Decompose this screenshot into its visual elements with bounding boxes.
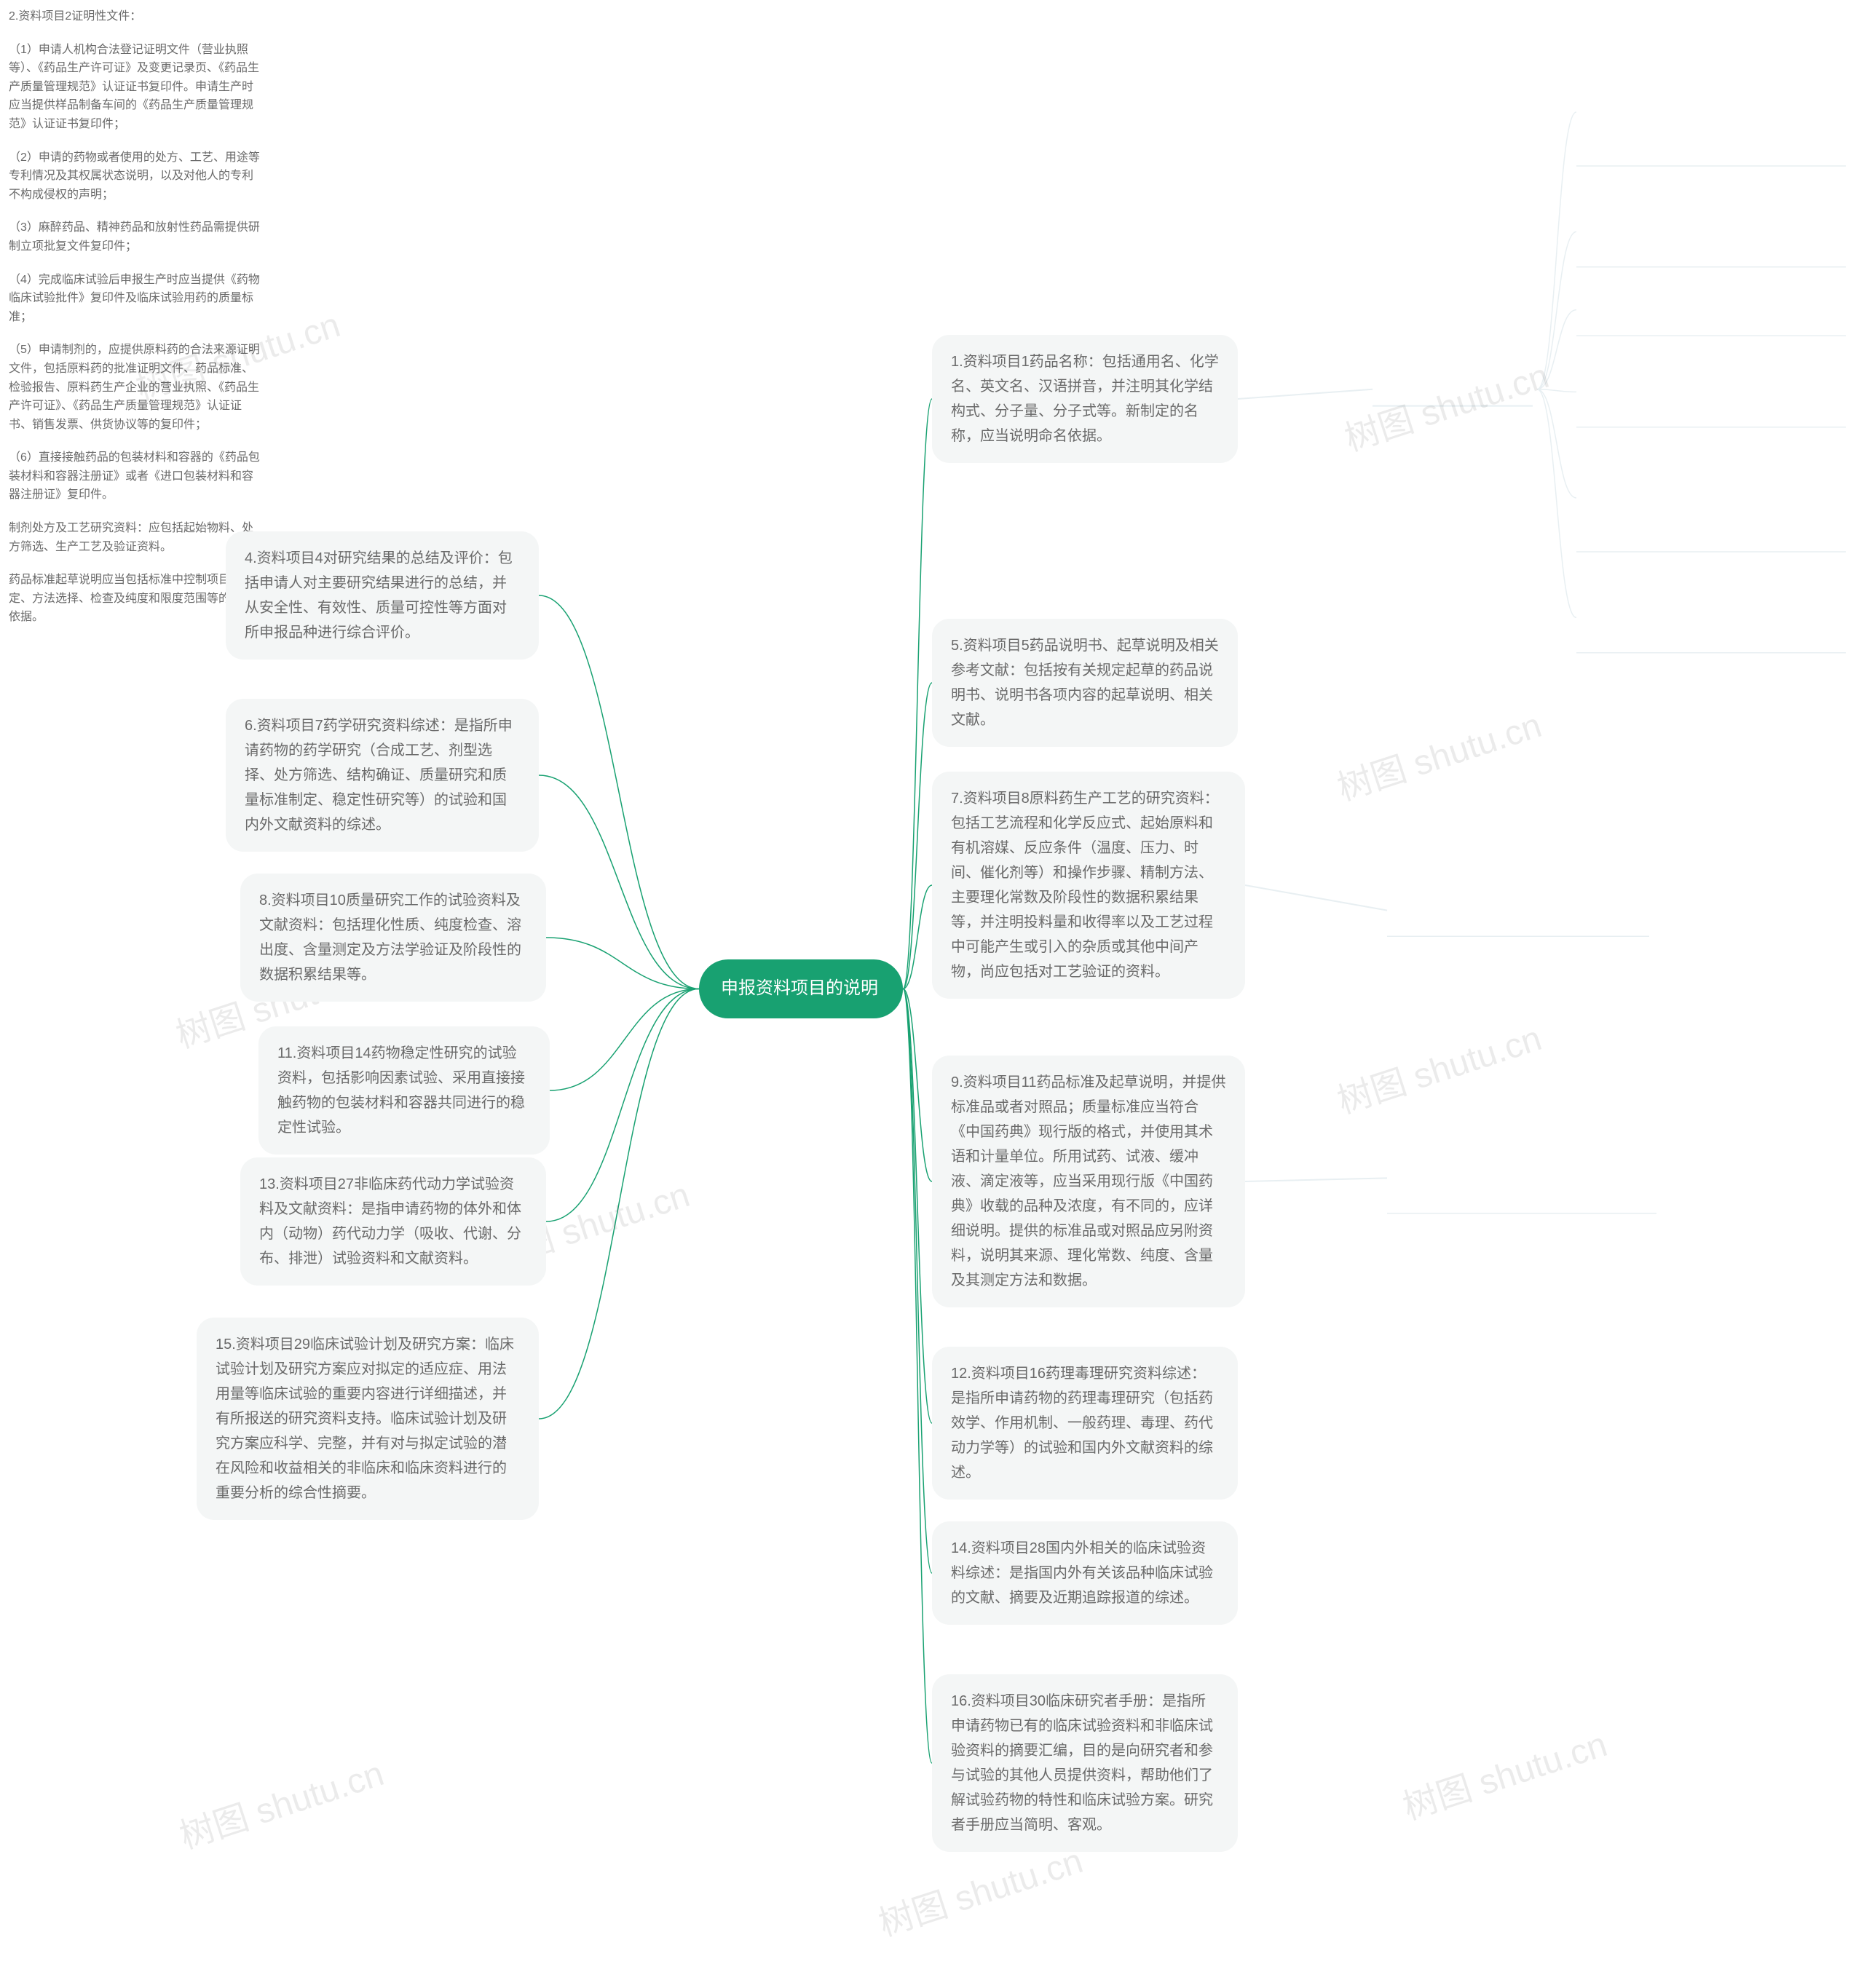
mindmap-node: 15.资料项目29临床试验计划及研究方案：临床试验计划及研究方案应对拟定的适应症… bbox=[197, 1318, 539, 1520]
sub-node-item: 制剂处方及工艺研究资料：应包括起始物料、处方筛选、生产工艺及验证资料。 bbox=[0, 512, 262, 563]
mindmap-node: 13.资料项目27非临床药代动力学试验资料及文献资料：是指申请药物的体外和体内（… bbox=[240, 1157, 546, 1286]
mindmap-node: 16.资料项目30临床研究者手册：是指所申请药物已有的临床试验资料和非临床试验资… bbox=[932, 1674, 1238, 1852]
watermark: 树图 shutu.cn bbox=[1395, 1716, 1612, 1829]
mindmap-node: 9.资料项目11药品标准及起草说明，并提供标准品或者对照品；质量标准应当符合《中… bbox=[932, 1056, 1245, 1307]
watermark: 树图 shutu.cn bbox=[1330, 1010, 1547, 1123]
mindmap-node: 8.资料项目10质量研究工作的试验资料及文献资料：包括理化性质、纯度检查、溶出度… bbox=[240, 874, 546, 1002]
sub-node-label: 2.资料项目2证明性文件： bbox=[0, 0, 160, 33]
mindmap-node: 12.资料项目16药理毒理研究资料综述：是指所申请药物的药理毒理研究（包括药效学… bbox=[932, 1347, 1238, 1500]
mindmap-node: 11.资料项目14药物稳定性研究的试验资料，包括影响因素试验、采用直接接触药物的… bbox=[258, 1026, 550, 1155]
mindmap-node: 6.资料项目7药学研究资料综述：是指所申请药物的药学研究（合成工艺、剂型选择、处… bbox=[226, 699, 539, 852]
sub-node-item: （1）申请人机构合法登记证明文件（营业执照等）、《药品生产许可证》及变更记录页、… bbox=[0, 33, 269, 141]
mindmap-node: 7.资料项目8原料药生产工艺的研究资料：包括工艺流程和化学反应式、起始原料和有机… bbox=[932, 772, 1245, 999]
mindmap-node: 4.资料项目4对研究结果的总结及评价：包括申请人对主要研究结果进行的总结，并从安… bbox=[226, 531, 539, 660]
sub-node-item: （6）直接接触药品的包装材料和容器的《药品包装材料和容器注册证》或者《进口包装材… bbox=[0, 441, 269, 512]
mindmap-node: 14.资料项目28国内外相关的临床试验资料综述：是指国内外有关该品种临床试验的文… bbox=[932, 1521, 1238, 1625]
watermark: 树图 shutu.cn bbox=[172, 1745, 389, 1858]
mindmap-node: 5.资料项目5药品说明书、起草说明及相关参考文献：包括按有关规定起草的药品说明书… bbox=[932, 619, 1238, 747]
sub-node-item: （5）申请制剂的，应提供原料药的合法来源证明文件，包括原料药的批准证明文件、药品… bbox=[0, 333, 269, 441]
sub-node-item: （3）麻醉药品、精神药品和放射性药品需提供研制立项批复文件复印件； bbox=[0, 211, 269, 263]
sub-node-item: （4）完成临床试验后申报生产时应当提供《药物临床试验批件》复印件及临床试验用药的… bbox=[0, 264, 269, 334]
watermark: 树图 shutu.cn bbox=[1337, 347, 1554, 461]
mindmap-canvas: 树图 shutu.cn 树图 shutu.cn 树图 shutu.cn 树图 shut… bbox=[0, 0, 1864, 1988]
center-node: 申报资料项目的说明 bbox=[699, 959, 903, 1018]
mindmap-node: 1.资料项目1药品名称：包括通用名、化学名、英文名、汉语拼音，并注明其化学结构式… bbox=[932, 335, 1238, 463]
watermark: 树图 shutu.cn bbox=[1330, 697, 1547, 810]
sub-node-item: （2）申请的药物或者使用的处方、工艺、用途等专利情况及其权属状态说明，以及对他人… bbox=[0, 141, 269, 212]
